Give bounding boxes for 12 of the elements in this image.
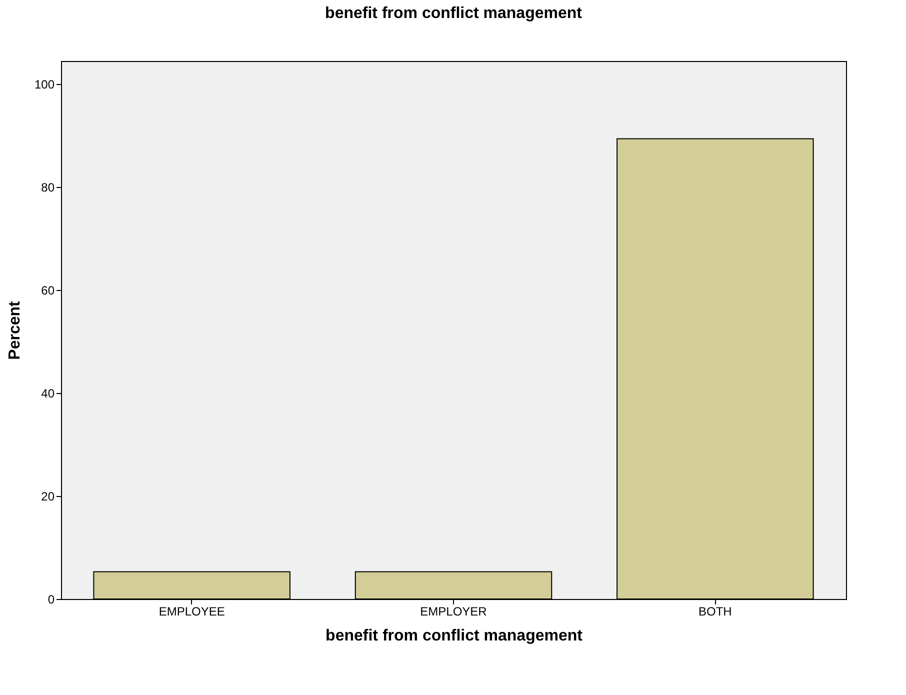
x-axis-title: benefit from conflict management: [326, 628, 584, 644]
y-tick-label: 20: [41, 490, 55, 504]
y-tick-label: 100: [34, 78, 55, 92]
x-tick-label: BOTH: [698, 604, 732, 618]
y-axis-title: Percent: [6, 300, 24, 360]
x-tick-label: EMPLOYEE: [158, 604, 225, 618]
x-tick-label: EMPLOYER: [420, 604, 488, 618]
y-tick-label: 80: [41, 180, 55, 195]
y-tick-label: 40: [41, 386, 55, 401]
y-tick-label: 0: [48, 592, 55, 606]
chart-title: benefit from conflict management: [325, 5, 583, 22]
y-tick-label: 60: [41, 284, 55, 298]
